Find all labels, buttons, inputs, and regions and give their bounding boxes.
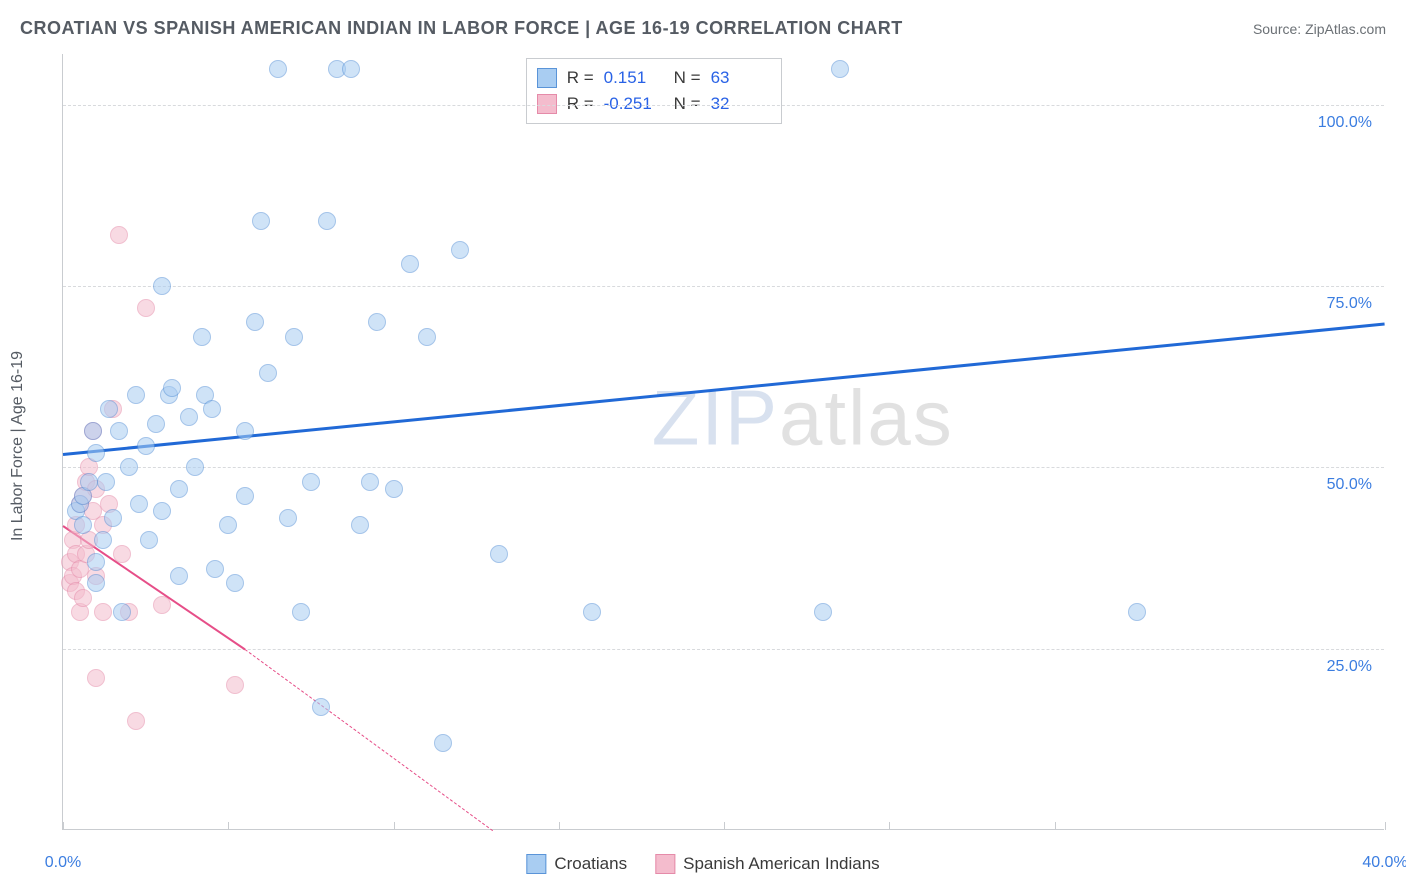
data-point	[113, 545, 131, 563]
data-point	[94, 531, 112, 549]
legend-label: Croatians	[554, 854, 627, 874]
data-point	[84, 422, 102, 440]
data-point	[236, 422, 254, 440]
data-point	[219, 516, 237, 534]
data-point	[312, 698, 330, 716]
data-point	[368, 313, 386, 331]
data-point	[80, 473, 98, 491]
data-point	[140, 531, 158, 549]
data-point	[285, 328, 303, 346]
data-point	[831, 60, 849, 78]
data-point	[583, 603, 601, 621]
data-point	[74, 516, 92, 534]
data-point	[104, 509, 122, 527]
data-point	[137, 437, 155, 455]
data-point	[342, 60, 360, 78]
data-point	[87, 553, 105, 571]
data-point	[318, 212, 336, 230]
y-tick-label: 25.0%	[1327, 658, 1372, 676]
n-value: 63	[711, 65, 771, 91]
source-label: Source: ZipAtlas.com	[1253, 21, 1386, 37]
data-point	[259, 364, 277, 382]
legend-item: Spanish American Indians	[655, 854, 880, 874]
data-point	[236, 487, 254, 505]
scatter-plot: ZIPatlas R =0.151N =63R =-0.251N =32 25.…	[62, 54, 1384, 830]
y-axis-title: In Labor Force | Age 16-19	[9, 351, 27, 541]
data-point	[87, 444, 105, 462]
data-point	[147, 415, 165, 433]
data-point	[87, 574, 105, 592]
x-tick	[63, 822, 64, 830]
y-tick-label: 75.0%	[1327, 295, 1372, 313]
data-point	[292, 603, 310, 621]
data-point	[186, 458, 204, 476]
data-point	[87, 669, 105, 687]
legend-item: Croatians	[526, 854, 627, 874]
data-point	[361, 473, 379, 491]
legend-swatch	[655, 854, 675, 874]
data-point	[351, 516, 369, 534]
n-label: N =	[674, 65, 701, 91]
data-point	[302, 473, 320, 491]
data-point	[153, 502, 171, 520]
data-point	[180, 408, 198, 426]
data-point	[246, 313, 264, 331]
y-tick-label: 100.0%	[1318, 114, 1372, 132]
data-point	[97, 473, 115, 491]
stats-row: R = 0.151 N = 63	[537, 65, 771, 91]
y-tick-label: 50.0%	[1327, 476, 1372, 494]
data-point	[163, 379, 181, 397]
legend-swatch	[537, 68, 557, 88]
data-point	[113, 603, 131, 621]
data-point	[385, 480, 403, 498]
data-point	[137, 299, 155, 317]
trend-line	[244, 649, 492, 831]
legend-swatch	[526, 854, 546, 874]
data-point	[269, 60, 287, 78]
data-point	[94, 603, 112, 621]
x-tick-label: 40.0%	[1362, 854, 1406, 872]
series-legend: Croatians Spanish American Indians	[526, 854, 879, 874]
data-point	[120, 458, 138, 476]
data-point	[74, 589, 92, 607]
data-point	[130, 495, 148, 513]
watermark-atlas: atlas	[779, 374, 954, 462]
data-point	[434, 734, 452, 752]
data-point	[127, 386, 145, 404]
data-point	[100, 400, 118, 418]
stats-legend: R =0.151N =63R =-0.251N =32	[526, 58, 782, 124]
chart-title: CROATIAN VS SPANISH AMERICAN INDIAN IN L…	[20, 18, 903, 39]
data-point	[226, 676, 244, 694]
data-point	[110, 422, 128, 440]
r-label: R =	[567, 65, 594, 91]
data-point	[252, 212, 270, 230]
r-value: 0.151	[604, 65, 664, 91]
data-point	[170, 567, 188, 585]
legend-label: Spanish American Indians	[683, 854, 880, 874]
data-point	[193, 328, 211, 346]
data-point	[153, 277, 171, 295]
data-point	[226, 574, 244, 592]
data-point	[153, 596, 171, 614]
data-point	[127, 712, 145, 730]
watermark: ZIPatlas	[652, 373, 954, 464]
data-point	[814, 603, 832, 621]
x-tick-label: 0.0%	[45, 854, 81, 872]
data-point	[279, 509, 297, 527]
title-bar: CROATIAN VS SPANISH AMERICAN INDIAN IN L…	[20, 18, 1386, 39]
data-point	[401, 255, 419, 273]
data-point	[490, 545, 508, 563]
data-point	[110, 226, 128, 244]
data-point	[1128, 603, 1146, 621]
data-point	[418, 328, 436, 346]
data-point	[206, 560, 224, 578]
data-point	[203, 400, 221, 418]
data-point	[451, 241, 469, 259]
data-point	[170, 480, 188, 498]
